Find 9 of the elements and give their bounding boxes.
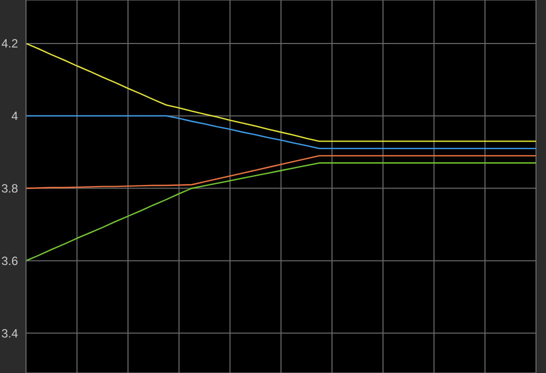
y-tick-label: 4.2 (1, 36, 18, 51)
line-series (25, 155, 537, 189)
y-tick-label: 4 (11, 109, 18, 124)
line-series (25, 42, 537, 142)
y-tick-label: 3.8 (1, 182, 18, 196)
line-series (25, 162, 537, 262)
line-series (25, 115, 537, 150)
y-tick-label: 3.6 (1, 254, 18, 268)
y-tick-label: 3.4 (1, 326, 18, 340)
